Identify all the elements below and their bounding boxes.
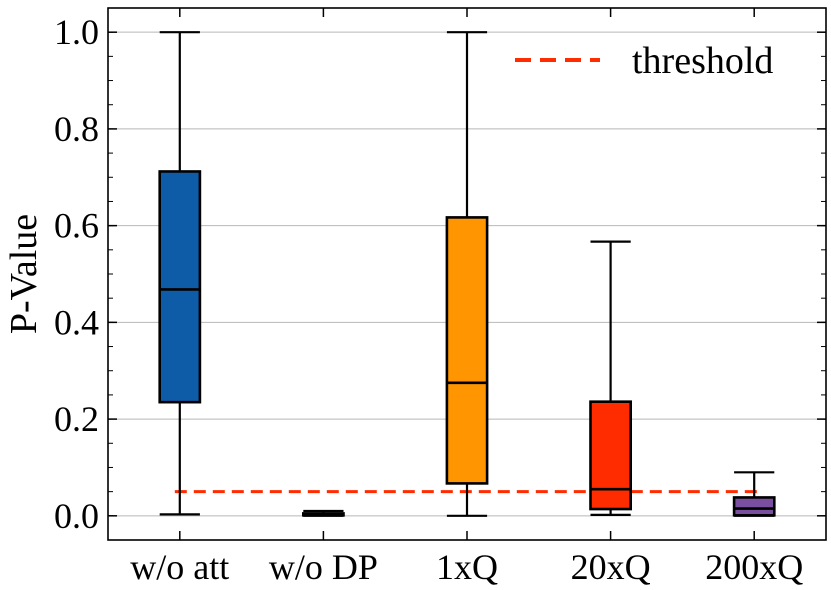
y-tick-label: 0.4 (54, 302, 99, 342)
x-tick-label: w/o DP (269, 547, 378, 587)
legend: threshold (515, 40, 773, 82)
y-tick-label: 0.8 (54, 109, 99, 149)
box-20xq (589, 240, 633, 516)
box-iqr (589, 400, 633, 511)
x-tick-label: w/o att (130, 547, 229, 587)
y-tick-label: 0.0 (54, 496, 99, 536)
x-tick-label: 1xQ (436, 547, 498, 587)
y-axis-title: P-Value (3, 214, 45, 334)
x-tick-label: 20xQ (571, 547, 651, 587)
box-iqr (445, 216, 489, 485)
box-iqr (732, 496, 776, 517)
y-tick-label: 0.2 (54, 399, 99, 439)
y-tick-label: 1.0 (54, 12, 99, 52)
box-iqr (158, 170, 202, 404)
legend-label-threshold: threshold (632, 40, 773, 82)
x-tick-label: 200xQ (705, 547, 803, 587)
box-w-o-dp (301, 509, 345, 517)
axis-ticks: 0.0 0.2 0.4 0.6 0.8 1.0 w/o att w/o DP 1xQ 20xQ 20… (54, 8, 826, 587)
y-tick-label: 0.6 (54, 206, 99, 246)
box-w-o-att (158, 31, 202, 516)
box-1xq (445, 31, 489, 517)
box-200xq (732, 471, 776, 517)
box-plots (158, 31, 776, 517)
